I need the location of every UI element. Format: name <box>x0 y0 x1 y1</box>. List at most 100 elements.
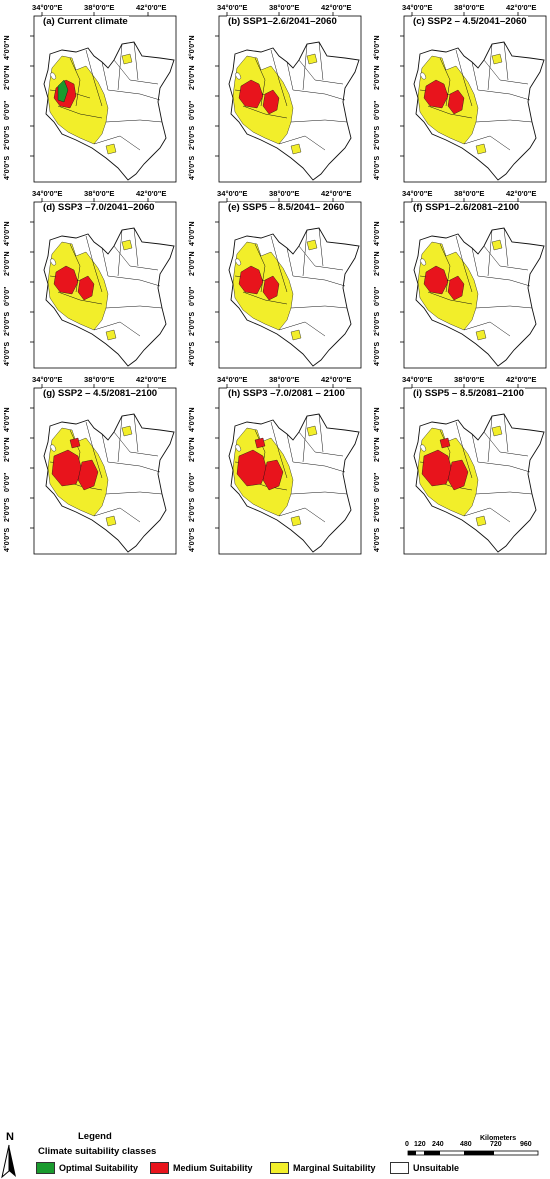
county-boundary <box>242 291 288 305</box>
latitude-tick-label: 4°0'0"S <box>189 155 196 180</box>
latitude-tick-label: 4°0'0"S <box>374 341 381 366</box>
county-boundary <box>483 59 529 85</box>
county-boundary <box>471 433 479 463</box>
latitude-tick-label: 4°0'0"N <box>374 35 381 60</box>
longitude-tick-label: 34°0'0"E <box>217 375 248 384</box>
legend-swatch <box>150 1161 169 1174</box>
latitude-tick-label: 0°0'0" <box>374 100 381 120</box>
county-boundary <box>117 415 123 463</box>
latitude-tick-label: 2°0'0"N <box>374 251 381 276</box>
county-boundary <box>455 421 473 479</box>
medium-area <box>254 437 266 449</box>
county-boundary <box>292 275 346 287</box>
legend-label: Unsuitable <box>413 1162 460 1173</box>
map-panel-svg <box>2 188 178 370</box>
longitude-tick-label: 38°0'0"E <box>454 375 485 384</box>
marginal-area <box>491 239 503 251</box>
marginal-area <box>105 143 117 155</box>
marginal-area <box>491 425 503 437</box>
medium-area <box>238 265 264 295</box>
marginal-area <box>121 53 133 65</box>
county-boundary <box>487 229 493 277</box>
medium-area <box>262 459 284 491</box>
county-boundary <box>290 491 348 495</box>
latitude-tick-label: 0°0'0" <box>189 286 196 306</box>
county-boundary <box>298 59 344 85</box>
latitude-tick-label: 4°0'0"S <box>189 527 196 552</box>
longitude-tick-label: 42°0'0"E <box>321 375 352 384</box>
map-panel-svg <box>372 374 548 556</box>
county-boundary <box>133 41 139 81</box>
county-boundary <box>298 245 344 271</box>
lake-area <box>419 258 427 266</box>
latitude-tick-label: 0°0'0" <box>374 472 381 492</box>
latitude-tick-label: 4°0'0"N <box>189 221 196 246</box>
longitude-tick-label: 38°0'0"E <box>84 3 115 12</box>
county-boundary <box>298 431 344 457</box>
longitude-tick-label: 38°0'0"E <box>454 3 485 12</box>
panel-title: (d) SSP3 –7.0/2041–2060 <box>42 202 156 213</box>
county-boundary <box>471 61 479 91</box>
county-boundary <box>503 41 509 81</box>
longitude-tick-label: 38°0'0"E <box>84 375 115 384</box>
county-boundary <box>101 61 109 91</box>
county-boundary <box>286 433 294 463</box>
county-boundary <box>475 491 533 495</box>
county-boundary <box>477 461 531 473</box>
county-boundary <box>105 305 163 309</box>
legend-item-medium: Medium Suitability <box>150 1161 253 1174</box>
map-panel-svg <box>2 374 178 556</box>
longitude-tick-label: 42°0'0"E <box>136 189 167 198</box>
marginal-area <box>290 329 302 341</box>
county-boundary <box>292 461 346 473</box>
latitude-tick-label: 4°0'0"S <box>4 341 11 366</box>
county-boundary <box>471 247 479 277</box>
county-boundary <box>242 105 288 119</box>
legend-label: Optimal Suitability <box>59 1162 139 1173</box>
legend-title: Legend <box>78 1131 112 1142</box>
latitude-tick-label: 2°0'0"S <box>374 311 381 336</box>
county-boundary <box>85 235 103 293</box>
county-boundary <box>318 41 324 81</box>
county-boundary <box>290 305 348 309</box>
longitude-tick-label: 42°0'0"E <box>506 3 537 12</box>
latitude-tick-label: 2°0'0"S <box>4 497 11 522</box>
map-panel: (f) SSP1–2.6/2081–2100 34°0'0"E 38°0'0"E 42… <box>372 188 548 370</box>
medium-area <box>77 275 95 301</box>
map-panel-svg <box>187 374 363 556</box>
county-boundary <box>101 247 109 277</box>
county-boundary <box>270 235 288 293</box>
county-boundary <box>93 321 141 337</box>
panel-title: (g) SSP2 – 4.5/2081–2100 <box>42 388 159 399</box>
latitude-tick-label: 4°0'0"S <box>4 155 11 180</box>
latitude-tick-label: 2°0'0"N <box>4 251 11 276</box>
county-boundary <box>475 305 533 309</box>
county-boundary <box>318 413 324 453</box>
legend-swatch <box>270 1161 289 1174</box>
medium-area <box>447 89 465 115</box>
longitude-tick-label: 34°0'0"E <box>402 375 433 384</box>
county-boundary <box>117 229 123 277</box>
legend-label: Medium Suitability <box>173 1162 253 1173</box>
medium-area <box>439 437 451 449</box>
latitude-tick-label: 2°0'0"S <box>374 125 381 150</box>
panel-title: (e) SSP5 – 8.5/2041– 2060 <box>227 202 346 213</box>
latitude-tick-label: 0°0'0" <box>189 100 196 120</box>
marginal-area <box>491 53 503 65</box>
longitude-tick-label: 42°0'0"E <box>321 189 352 198</box>
medium-area <box>262 89 280 115</box>
latitude-tick-label: 4°0'0"N <box>4 407 11 432</box>
map-panel: (b) SSP1–2.6/2041–2060 34°0'0"E 38°0'0"E 42… <box>187 2 363 184</box>
map-panel: (e) SSP5 – 8.5/2041– 2060 34°0'0"E 38°0'0"… <box>187 188 363 370</box>
medium-area <box>69 437 81 449</box>
longitude-tick-label: 34°0'0"E <box>32 189 63 198</box>
county-boundary <box>85 49 103 107</box>
lake-area <box>49 444 57 452</box>
marginal-area <box>306 425 318 437</box>
longitude-tick-label: 42°0'0"E <box>136 375 167 384</box>
map-panel-svg <box>372 188 548 370</box>
latitude-tick-label: 2°0'0"N <box>4 65 11 90</box>
map-grid: (a) Current climate 34°0'0"E 38°0'0"E 42°0'… <box>0 0 550 560</box>
county-boundary <box>133 413 139 453</box>
marginal-area <box>290 143 302 155</box>
